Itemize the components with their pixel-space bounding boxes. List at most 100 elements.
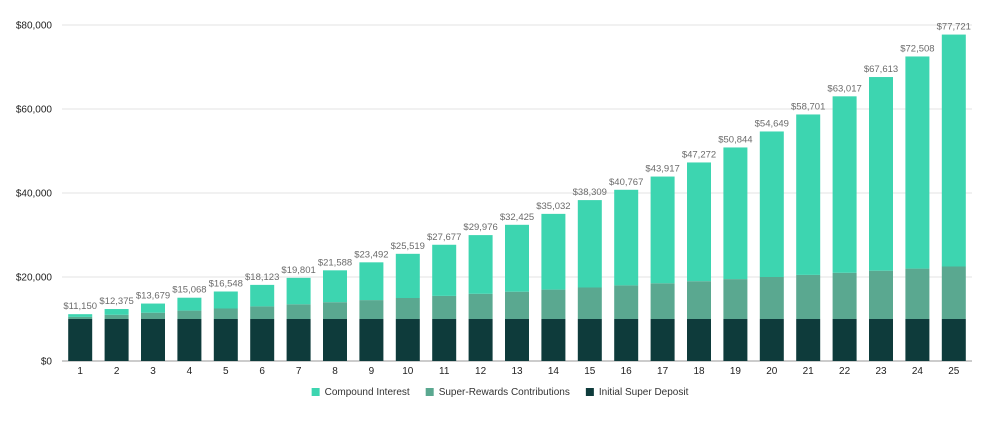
y-axis: $0 $20,000 $40,000 $60,000 $80,000 — [16, 21, 53, 368]
total-label-6: $18,123 — [245, 272, 279, 283]
bar-segment-initial-super-deposit-13 — [505, 319, 529, 361]
total-label-21: $58,701 — [791, 101, 825, 112]
bar-segment-compound-interest-2 — [104, 309, 129, 315]
bar-segment-initial-super-deposit-2 — [104, 319, 129, 361]
x-tick-label-10: 10 — [402, 366, 414, 377]
total-label-18: $47,272 — [682, 149, 716, 160]
x-tick-label-6: 6 — [259, 366, 265, 377]
bar-segment-super-rewards-contributions-25 — [941, 266, 966, 319]
bar-segment-super-rewards-contributions-15 — [577, 287, 602, 319]
total-label-24: $72,508 — [900, 43, 934, 54]
x-tick-label-9: 9 — [369, 366, 375, 377]
x-tick-label-2: 2 — [114, 366, 120, 377]
bar-segment-super-rewards-contributions-2 — [104, 314, 129, 319]
x-tick-label-7: 7 — [296, 366, 302, 377]
bar-segment-initial-super-deposit-11 — [432, 319, 457, 361]
bar-segment-super-rewards-contributions-18 — [687, 281, 711, 319]
total-label-9: $23,492 — [354, 249, 388, 260]
bar-segment-initial-super-deposit-24 — [905, 319, 930, 361]
bar-segment-initial-super-deposit-9 — [359, 319, 384, 361]
x-tick-label-11: 11 — [439, 366, 450, 377]
x-axis: 1 2 3 4 5 6 7 8 9 10 11 12 13 14 15 16 17 18 19 20 21 22 23 24 2… — [77, 366, 959, 377]
bar-segment-initial-super-deposit-1 — [68, 319, 93, 361]
bar-segment-super-rewards-contributions-20 — [759, 277, 784, 319]
bar-segment-compound-interest-5 — [213, 291, 238, 309]
total-label-5: $16,548 — [209, 278, 243, 289]
total-label-8: $21,588 — [318, 257, 352, 268]
x-tick-label-20: 20 — [766, 366, 778, 377]
bar-segment-super-rewards-contributions-4 — [177, 310, 202, 319]
x-tick-label-12: 12 — [475, 366, 487, 377]
bar-segment-super-rewards-contributions-19 — [723, 279, 748, 319]
bar-segment-super-rewards-contributions-11 — [432, 295, 457, 319]
total-label-4: $15,068 — [172, 285, 206, 296]
bar-segment-initial-super-deposit-5 — [213, 319, 238, 361]
bar-segment-compound-interest-1 — [68, 314, 93, 317]
total-label-13: $32,425 — [500, 212, 534, 223]
y-tick-label: $0 — [41, 357, 53, 368]
bar-segment-super-rewards-contributions-5 — [213, 308, 238, 319]
legend-swatch-initial-super-deposit — [585, 388, 594, 396]
bar-segment-super-rewards-contributions-10 — [395, 298, 420, 319]
bar-segment-super-rewards-contributions-23 — [869, 270, 893, 319]
bar-segment-initial-super-deposit-23 — [869, 319, 893, 361]
bar-segment-super-rewards-contributions-17 — [650, 283, 675, 319]
bars — [68, 34, 966, 361]
total-label-3: $13,679 — [136, 291, 170, 302]
bar-segment-initial-super-deposit-12 — [468, 319, 493, 361]
total-label-23: $67,613 — [864, 64, 898, 75]
total-label-12: $29,976 — [463, 222, 497, 233]
total-label-22: $63,017 — [827, 83, 861, 94]
total-label-14: $35,032 — [536, 201, 570, 212]
x-tick-label-14: 14 — [548, 366, 560, 377]
bar-segment-initial-super-deposit-15 — [577, 319, 602, 361]
legend-label-compound-interest: Compound Interest — [325, 387, 410, 398]
legend-label-super-rewards-contributions: Super-Rewards Contributions — [439, 387, 570, 398]
total-label-7: $19,801 — [281, 265, 315, 276]
bar-segment-compound-interest-14 — [541, 213, 566, 290]
bar-segment-super-rewards-contributions-6 — [250, 306, 275, 319]
bar-segment-initial-super-deposit-7 — [286, 319, 311, 361]
bar-segment-compound-interest-20 — [759, 131, 784, 277]
x-tick-label-5: 5 — [223, 366, 229, 377]
bar-segment-initial-super-deposit-14 — [541, 319, 566, 361]
y-tick-label: $60,000 — [16, 105, 53, 116]
x-tick-label-17: 17 — [657, 366, 669, 377]
total-label-15: $38,309 — [573, 187, 607, 198]
bar-segment-compound-interest-15 — [577, 200, 602, 288]
bar-segment-compound-interest-8 — [323, 270, 347, 303]
bar-segment-super-rewards-contributions-24 — [905, 268, 930, 319]
bar-segment-super-rewards-contributions-16 — [614, 285, 639, 319]
total-label-19: $50,844 — [718, 134, 752, 145]
x-tick-label-15: 15 — [584, 366, 596, 377]
y-tick-label: $20,000 — [16, 273, 53, 284]
total-label-16: $40,767 — [609, 177, 643, 188]
x-tick-label-23: 23 — [875, 366, 887, 377]
x-tick-label-22: 22 — [839, 366, 851, 377]
x-tick-label-19: 19 — [730, 366, 742, 377]
x-tick-label-18: 18 — [693, 366, 705, 377]
bar-segment-super-rewards-contributions-14 — [541, 289, 566, 319]
bar-segment-initial-super-deposit-18 — [687, 319, 711, 361]
x-tick-label-24: 24 — [912, 366, 924, 377]
bar-segment-compound-interest-23 — [869, 77, 893, 271]
bar-segment-super-rewards-contributions-8 — [323, 302, 347, 319]
x-tick-label-21: 21 — [803, 366, 815, 377]
total-label-17: $43,917 — [645, 164, 679, 175]
bar-segment-compound-interest-18 — [687, 162, 711, 282]
bar-segment-super-rewards-contributions-22 — [832, 272, 857, 319]
bar-segment-initial-super-deposit-6 — [250, 319, 275, 361]
bar-segment-compound-interest-25 — [941, 34, 966, 267]
bar-segment-compound-interest-17 — [650, 176, 675, 284]
bar-segment-super-rewards-contributions-9 — [359, 300, 384, 319]
bar-segment-initial-super-deposit-21 — [796, 319, 821, 361]
bar-segment-compound-interest-11 — [432, 244, 457, 296]
bar-segment-compound-interest-6 — [250, 284, 275, 307]
bar-segment-super-rewards-contributions-13 — [505, 291, 529, 319]
gridlines — [62, 24, 972, 362]
bar-segment-initial-super-deposit-3 — [141, 319, 165, 361]
bar-segment-compound-interest-13 — [505, 224, 529, 292]
bar-segment-super-rewards-contributions-12 — [468, 293, 493, 319]
bar-segment-initial-super-deposit-4 — [177, 319, 202, 361]
